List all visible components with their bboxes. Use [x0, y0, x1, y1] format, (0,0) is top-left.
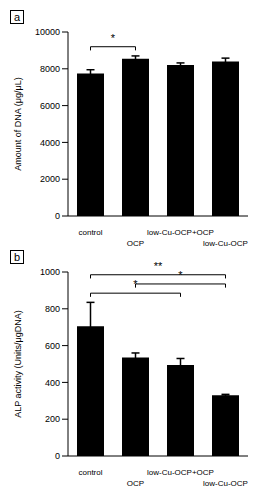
svg-text:*: * — [111, 32, 116, 44]
svg-text:OCP: OCP — [127, 479, 144, 488]
svg-text:OCP: OCP — [127, 239, 144, 248]
svg-text:low-Cu-OCP+OCP: low-Cu-OCP+OCP — [147, 228, 214, 237]
svg-text:0: 0 — [55, 451, 60, 461]
html-text:b: b — [14, 251, 21, 263]
svg-text:4000: 4000 — [40, 138, 60, 148]
svg-text:*: * — [178, 269, 183, 281]
svg-text:0: 0 — [55, 211, 60, 221]
svg-text:low-Cu-OCP: low-Cu-OCP — [203, 479, 248, 488]
svg-text:low-Cu-OCP: low-Cu-OCP — [203, 239, 248, 248]
svg-text:Amount of DNA (μg/μL): Amount of DNA (μg/μL) — [13, 77, 23, 170]
svg-text:control: control — [78, 468, 102, 477]
svg-text:600: 600 — [45, 341, 60, 351]
svg-text:400: 400 — [45, 378, 60, 388]
svg-text:low-Cu-OCP+OCP: low-Cu-OCP+OCP — [147, 468, 214, 477]
svg-text:8000: 8000 — [40, 64, 60, 74]
svg-text:800: 800 — [45, 304, 60, 314]
svg-text:10000: 10000 — [35, 27, 60, 37]
svg-text:1000: 1000 — [40, 267, 60, 277]
svg-text:**: ** — [154, 260, 163, 272]
svg-text:2000: 2000 — [40, 174, 60, 184]
svg-text:6000: 6000 — [40, 101, 60, 111]
html-text:a: a — [14, 11, 21, 23]
svg-text:200: 200 — [45, 414, 60, 424]
svg-text:*: * — [133, 278, 138, 290]
svg-text:ALP activity (Units/μgDNA): ALP activity (Units/μgDNA) — [13, 310, 23, 418]
svg-text:control: control — [78, 228, 102, 237]
